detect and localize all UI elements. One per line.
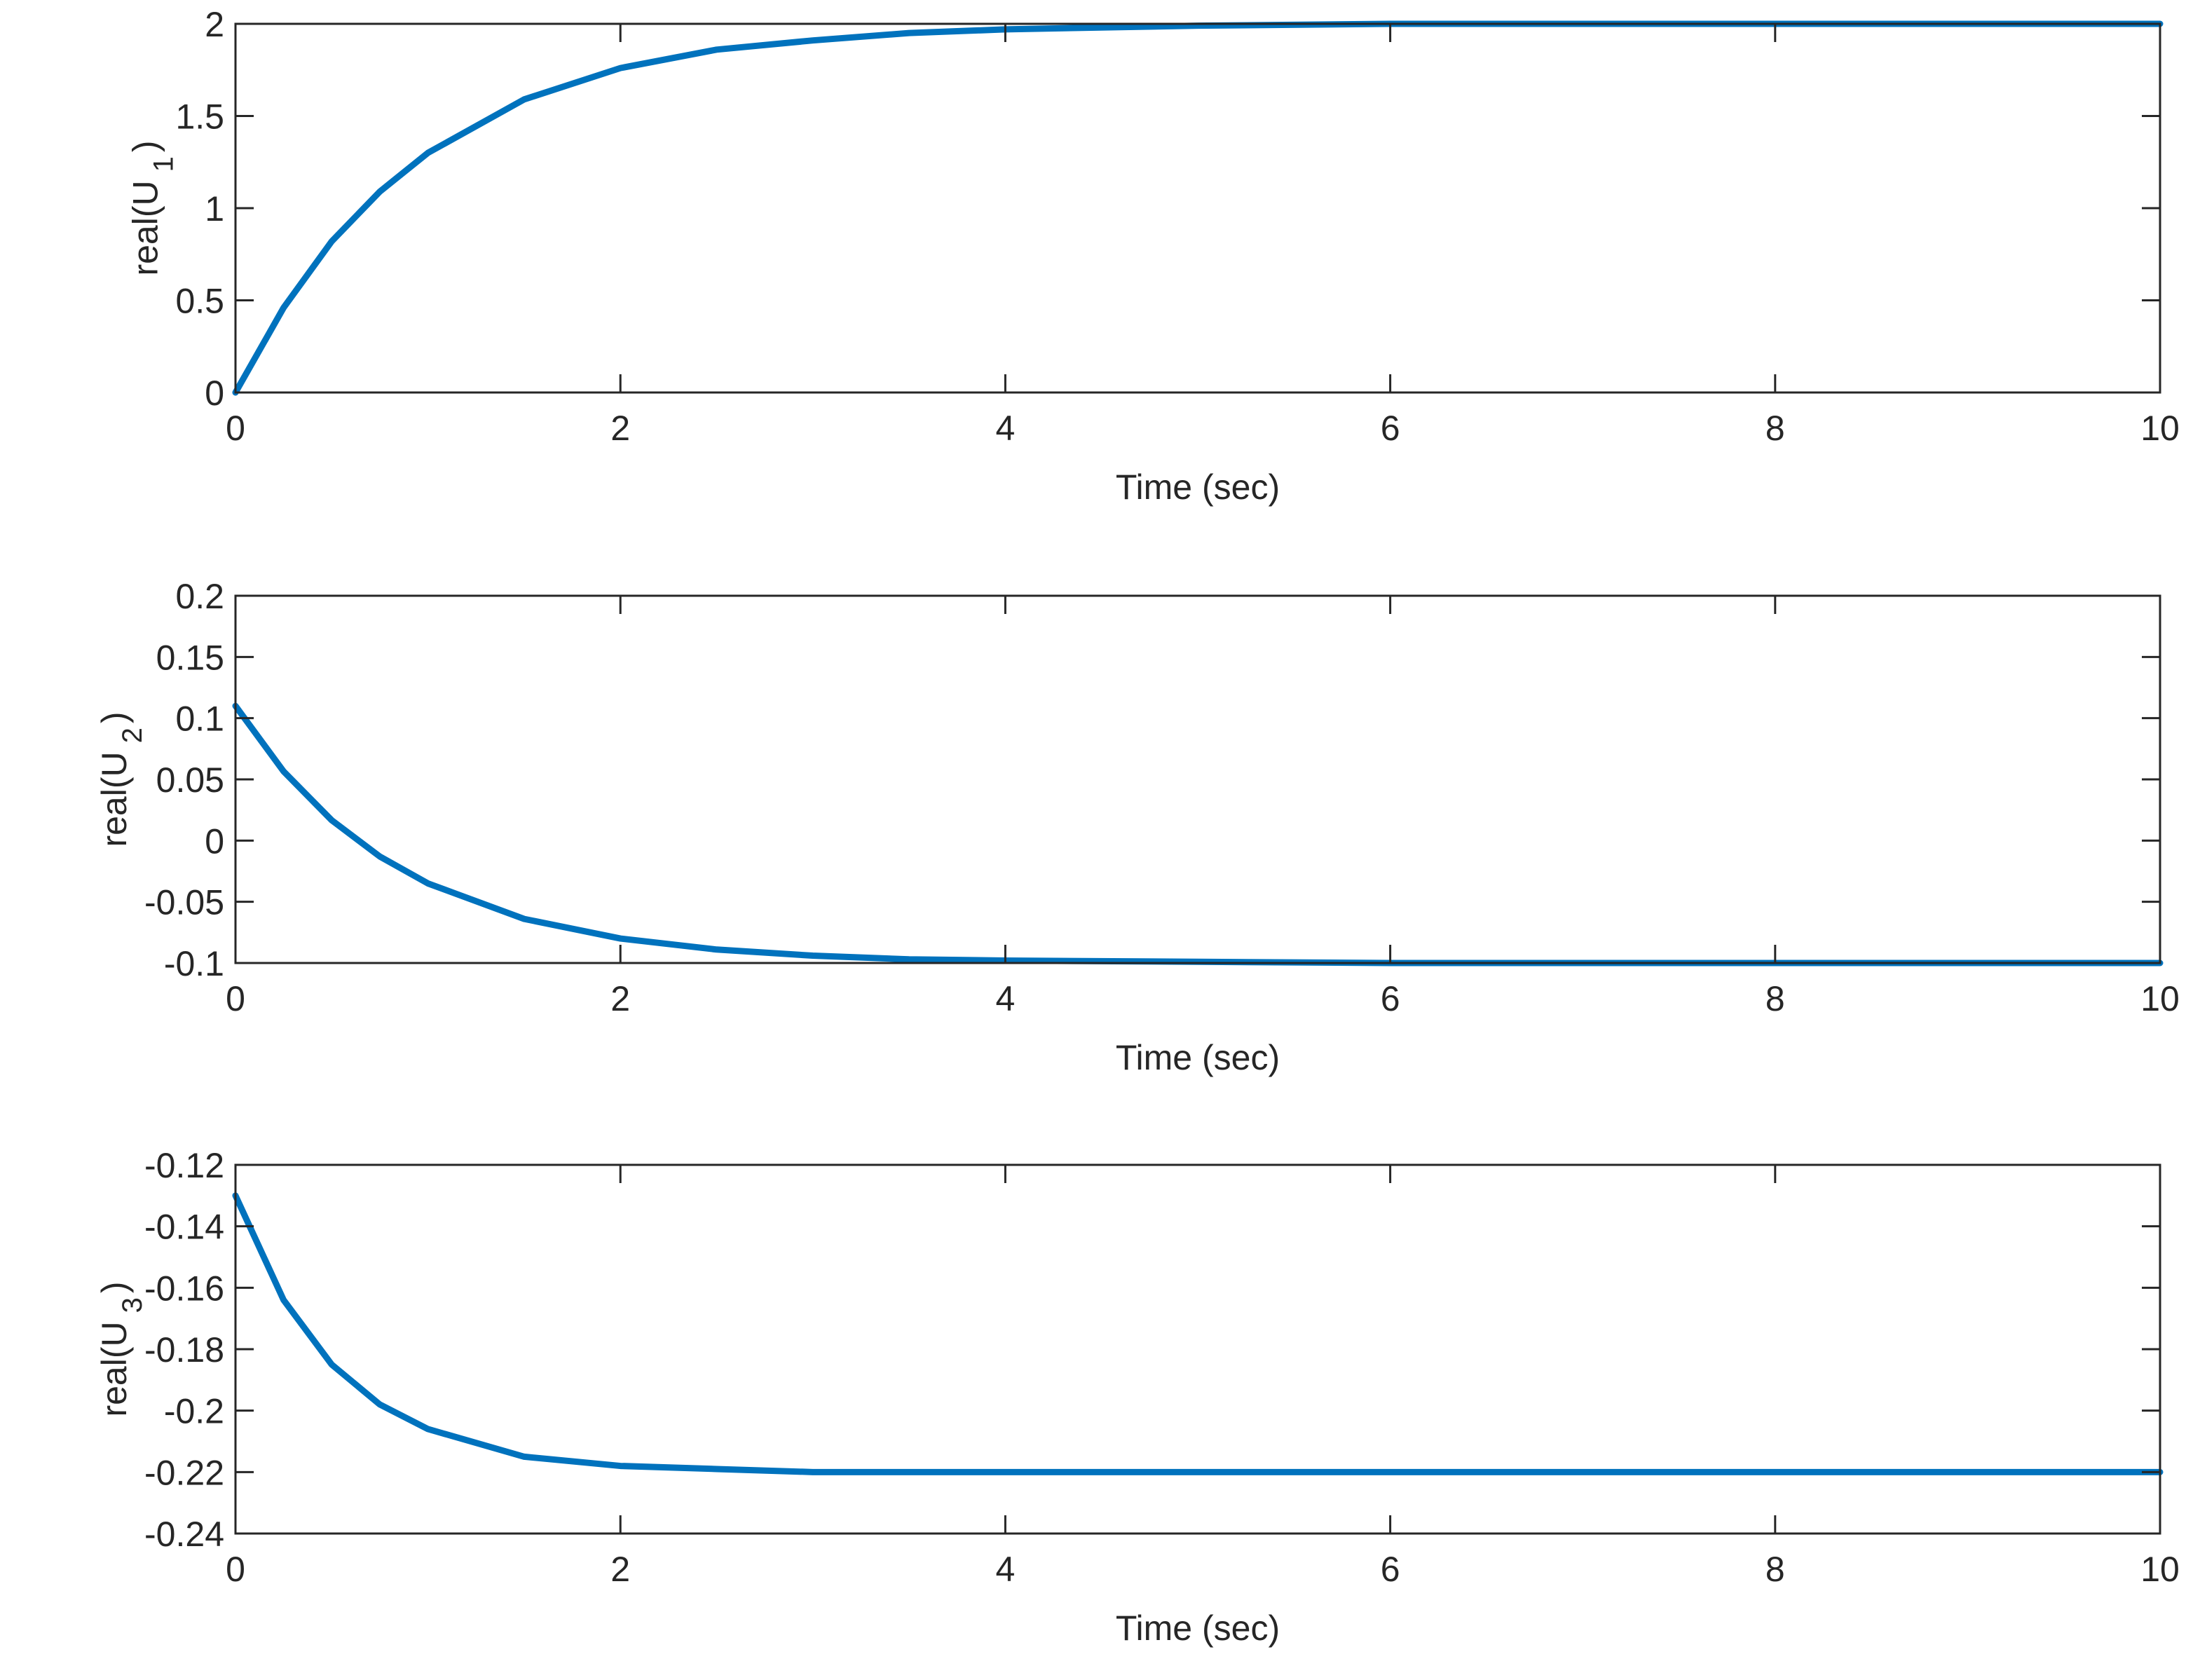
x-axis-label: Time (sec)	[1116, 1609, 1280, 1648]
x-tick-label: 8	[1765, 979, 1785, 1018]
y-axis-label-part: )	[95, 711, 134, 723]
y-axis-label: real(U 3)	[95, 1281, 148, 1416]
y-axis-label: real(U 1)	[125, 140, 179, 275]
x-tick-label: 8	[1765, 1550, 1785, 1589]
y-tick-label: 0.1	[175, 699, 224, 739]
x-tick-label: 6	[1381, 409, 1400, 448]
plot-area	[235, 24, 2160, 392]
x-tick-label: 0	[226, 409, 245, 448]
y-tick-label: 1	[205, 189, 224, 228]
y-tick-label: -0.2	[164, 1392, 224, 1431]
x-tick-label: 4	[995, 409, 1015, 448]
y-tick-label: -0.14	[144, 1208, 224, 1247]
y-tick-label: -0.24	[144, 1515, 224, 1554]
y-axis-label-part: 1	[148, 156, 179, 172]
x-axis-label: Time (sec)	[1116, 1038, 1280, 1077]
x-tick-label: 8	[1765, 409, 1785, 448]
y-axis-label-part: )	[125, 140, 165, 152]
x-tick-label: 10	[2140, 979, 2180, 1018]
x-tick-label: 2	[610, 409, 630, 448]
x-tick-label: 6	[1381, 979, 1400, 1018]
plot-area	[235, 596, 2160, 963]
y-tick-label: -0.05	[144, 883, 224, 922]
y-axis-label-part: 3	[117, 1297, 148, 1313]
y-tick-label: -0.16	[144, 1269, 224, 1308]
subplot: 0 2 4 6 8 10 0 0.5 1 1.5 2 Time (sec) real(U 1)	[125, 5, 2179, 507]
x-tick-label: 10	[2140, 1550, 2180, 1589]
y-axis-label-part: real(U	[95, 1321, 134, 1416]
y-tick-label: 0.15	[156, 638, 224, 677]
y-axis-label-part: )	[95, 1281, 134, 1293]
y-tick-label: 2	[205, 5, 224, 44]
x-tick-label: 4	[995, 979, 1015, 1018]
y-tick-label: -0.1	[164, 944, 224, 983]
plot-area	[235, 1165, 2160, 1534]
y-tick-label: -0.18	[144, 1330, 224, 1370]
y-tick-label: -0.12	[144, 1146, 224, 1185]
x-axis-label: Time (sec)	[1116, 467, 1280, 507]
y-axis-label-part: real(U	[125, 180, 165, 275]
data-line	[232, 1192, 2164, 1475]
y-tick-label: 0.05	[156, 760, 224, 800]
x-tick-label: 2	[610, 979, 630, 1018]
x-tick-label: 0	[226, 1550, 245, 1589]
x-tick-label: 10	[2140, 409, 2180, 448]
y-tick-label: 0.5	[175, 282, 224, 321]
y-tick-label: 1.5	[175, 97, 224, 137]
x-tick-label: 2	[610, 1550, 630, 1589]
y-tick-label: 0	[205, 821, 224, 861]
x-tick-label: 4	[995, 1550, 1015, 1589]
subplot: 0 2 4 6 8 10 -0.24 -0.22 -0.2 -0.18 -0.16 -0.14 -0.1…	[95, 1146, 2180, 1648]
y-tick-label: 0	[205, 374, 224, 413]
y-tick-label: 0.2	[175, 577, 224, 616]
y-axis-label-part: 2	[117, 728, 148, 743]
x-tick-label: 0	[226, 979, 245, 1018]
y-tick-label: -0.22	[144, 1453, 224, 1492]
x-tick-label: 6	[1381, 1550, 1400, 1589]
y-axis-label-part: real(U	[95, 751, 134, 847]
y-axis-label: real(U 2)	[95, 711, 148, 847]
subplot: 0 2 4 6 8 10 -0.1 -0.05 0 0.05 0.1 0.15 0.2 Time (sec…	[95, 577, 2180, 1077]
